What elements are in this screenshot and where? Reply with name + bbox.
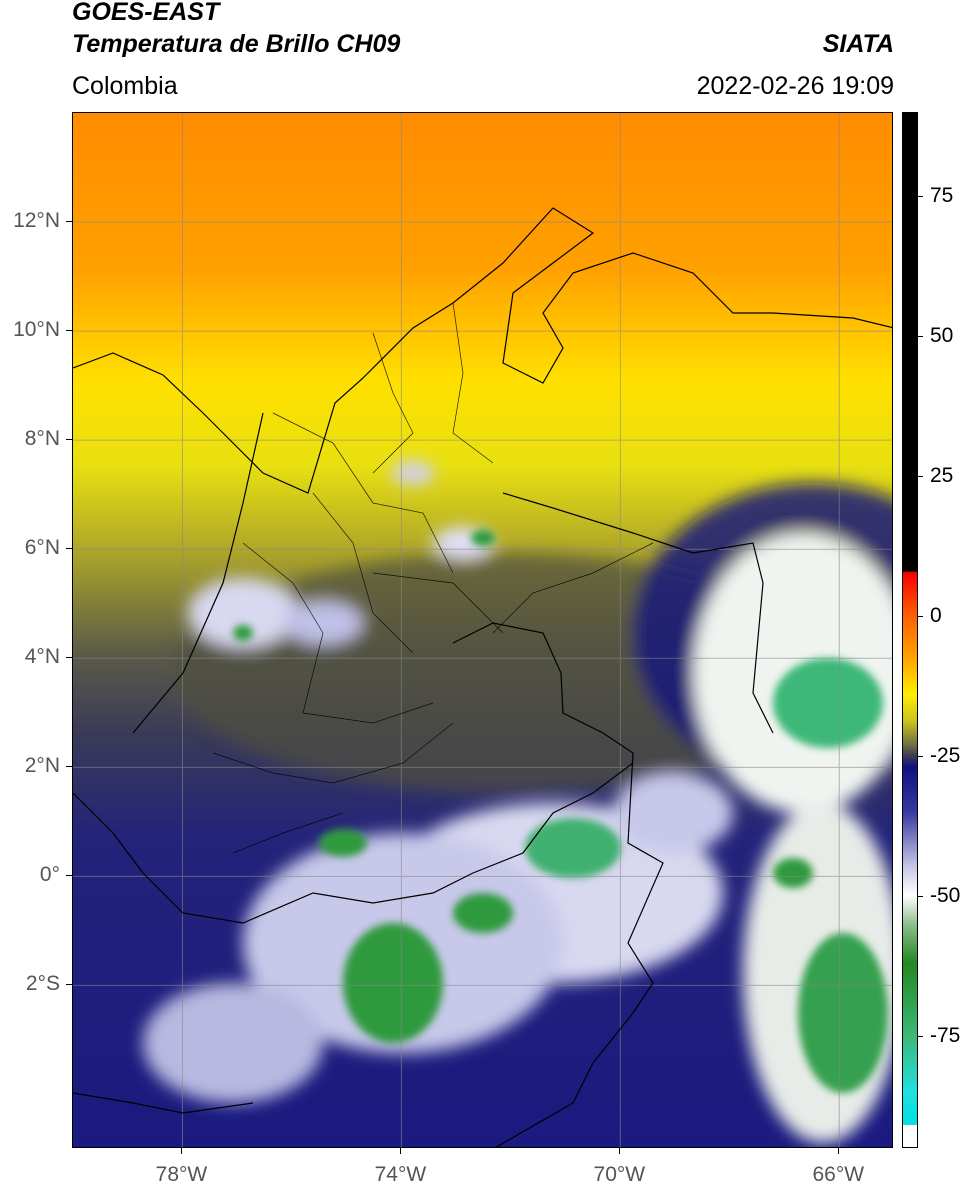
y-tick [66,330,72,332]
x-tick [619,1148,621,1154]
colorbar-tick-label: 25 [930,464,954,487]
colorbar-tick-label: 0 [930,604,942,627]
product-title: Temperatura de Brillo CH09 [72,30,401,58]
y-tick-label: 2°N [24,754,60,778]
y-tick-label: 8°N [24,427,60,451]
y-tick-label: 0° [39,863,60,887]
colorbar-tick [917,476,923,477]
y-tick-label: 4°N [24,645,60,669]
organization-label: SIATA [822,30,894,58]
x-tick [838,1148,840,1154]
satellite-title: GOES-EAST [72,0,220,26]
colorbar-tick [917,896,923,897]
y-tick [66,766,72,768]
map-canvas [73,113,892,1147]
x-tick-label: 78°W [155,1163,208,1186]
colorbar-tick-label: 75 [930,184,954,207]
y-tick-label: 2°S [25,972,60,996]
colorbar-tick-label: -75 [930,1024,961,1047]
timestamp-label: 2022-02-26 19:09 [696,72,894,100]
colorbar-tick [917,1036,923,1037]
brightness-temperature-map [72,112,893,1148]
colorbar-tick [917,336,923,337]
x-tick [181,1148,183,1154]
y-tick [66,548,72,550]
y-tick-label: 10°N [13,318,60,342]
colorbar-tick-label: -50 [930,884,961,907]
colorbar-tick-label: -25 [930,744,961,767]
x-tick-label: 74°W [374,1163,427,1186]
x-tick-label: 66°W [812,1163,865,1186]
colorbar-tick [917,196,923,197]
colorbar-tick [917,756,923,757]
y-tick [66,984,72,986]
region-title: Colombia [72,72,178,100]
x-tick-label: 70°W [593,1163,646,1186]
y-tick [66,875,72,877]
colorbar [902,112,918,1148]
y-tick [66,657,72,659]
colorbar-tick-label: 50 [930,324,954,347]
y-tick-label: 6°N [24,536,60,560]
y-tick [66,439,72,441]
y-tick [66,221,72,223]
colorbar-tick [917,616,923,617]
x-tick [400,1148,402,1154]
y-tick-label: 12°N [13,209,60,233]
